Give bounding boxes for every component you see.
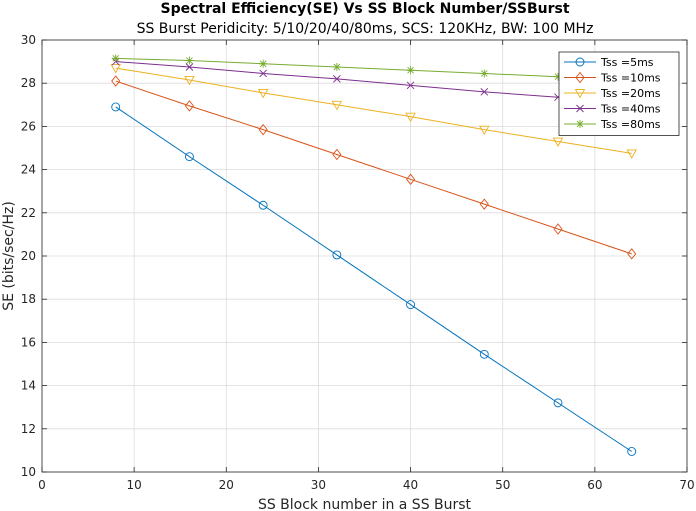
series-line [115,61,632,105]
legend-marker [575,57,585,67]
data-point [406,300,416,310]
chart-subtitle: SS Burst Peridicity: 5/10/20/40/80ms, SC… [137,21,594,37]
data-point [627,248,637,260]
x-tick-label: 30 [311,478,326,492]
data-point [627,447,637,456]
data-point [480,88,489,96]
data-point [480,69,489,78]
data-point [405,112,416,123]
legend-label: Tss =5ms [600,56,654,69]
data-point [553,223,563,235]
data-point [258,123,268,136]
legend-label: Tss =80ms [600,118,661,131]
data-point [110,64,121,74]
data-point [626,149,637,159]
data-point [332,63,341,71]
plot-series [110,54,637,456]
legend: Tss =5ms Tss =10ms Tss =20ms Tss =40ms Tss =… [558,51,680,136]
data-point [331,100,343,111]
x-tick-label: 0 [38,478,46,492]
data-point [552,137,564,147]
legend-label: Tss =20ms [600,87,661,100]
y-tick-label: 20 [21,249,36,263]
x-tick-label: 10 [127,478,142,492]
data-point [259,59,268,68]
y-tick-label: 26 [21,119,36,133]
data-point [111,102,121,112]
y-tick-label: 22 [21,206,36,220]
data-point [479,198,489,210]
data-point [479,349,489,359]
x-tick-label: 60 [587,478,602,492]
data-point [405,173,416,186]
y-tick-label: 24 [21,163,36,177]
series-line [115,80,632,255]
x-tick-label: 70 [679,478,694,492]
y-tick-label: 16 [21,335,36,349]
data-point [553,398,563,408]
data-point [259,69,267,78]
data-point [111,75,121,87]
data-point [184,152,194,162]
series-1 [111,102,637,456]
data-point [184,76,195,86]
y-tick-label: 30 [21,33,36,47]
y-tick-label: 18 [21,292,36,306]
data-point [332,148,342,161]
data-point [185,63,194,71]
legend-entry: Tss =40ms [564,103,661,116]
legend-entry: Tss =5ms [564,56,654,69]
data-point [184,100,195,112]
data-point [332,250,342,260]
x-axis-label: SS Block number in a SS Burst [258,497,472,511]
legend-entry: Tss =80ms [564,118,661,131]
legend-marker [574,89,586,99]
legend-entry: Tss =10ms [564,72,661,85]
x-tick-label: 20 [219,478,234,492]
data-point [406,66,415,75]
data-point [406,81,415,90]
data-point [258,200,268,210]
y-tick-label: 14 [21,379,36,393]
y-tick-label: 10 [21,465,36,479]
data-point [257,88,269,99]
x-tick-label: 40 [403,478,418,492]
legend-marker [576,104,584,113]
y-axis-label: SE (bits/sec/Hz) [1,201,17,311]
legend-label: Tss =40ms [600,103,661,116]
series-2 [111,75,637,260]
legend-label: Tss =10ms [600,72,661,85]
y-tick-label: 28 [21,76,36,90]
series-line [115,106,632,452]
x-tick-label: 50 [495,478,510,492]
data-point [111,54,120,63]
legend-marker [576,120,584,128]
legend-marker [575,71,585,84]
series-line [115,67,632,154]
chart-title: Spectral Efficiency(SE) Vs SS Block Numb… [160,1,569,17]
series-line [115,57,632,81]
data-point [479,125,490,136]
y-tick-label: 12 [21,422,36,436]
data-point [185,56,194,65]
data-point [554,72,562,81]
legend-entry: Tss =20ms [564,87,661,100]
data-point [333,75,341,83]
series-3 [110,64,637,159]
